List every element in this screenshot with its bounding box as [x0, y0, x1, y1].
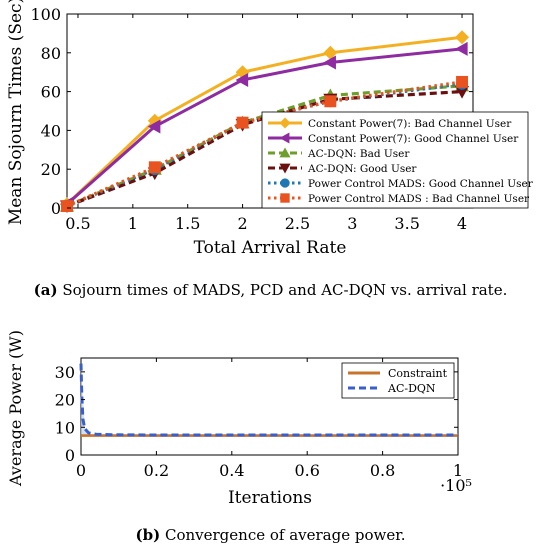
chart-a-legend-label: Power Control MADS: Good Channel User — [308, 178, 534, 190]
caption-a-label: (a) — [33, 281, 58, 299]
chart-a-series-1-point — [455, 30, 470, 45]
chart-a-legend-label: AC-DQN: Bad User — [307, 148, 410, 160]
chart-b-xtick-label: 0.2 — [144, 461, 169, 480]
chart-a-series-6-point — [236, 116, 249, 129]
chart-b-ylabel: Average Power (W) — [6, 330, 25, 487]
chart-a-series-6-point — [324, 95, 337, 108]
chart-b-x-multiplier: ·10⁵ — [440, 476, 472, 495]
chart-b-legend-label: AC-DQN — [387, 382, 436, 395]
chart-a-legend-marker — [279, 147, 291, 158]
chart-a-xtick-label: 2.5 — [285, 214, 310, 233]
chart-b-ytick-label: 0 — [65, 446, 75, 465]
chart-a-xlabel: Total Arrival Rate — [194, 238, 347, 258]
chart-b-xtick-label: 0.8 — [370, 461, 395, 480]
chart-a-series-6-point — [456, 75, 468, 88]
caption-a-letter: a — [40, 281, 51, 299]
chart-a-xtick-label: 1.5 — [175, 214, 200, 233]
chart-a-legend-marker — [279, 132, 290, 144]
chart-b-xtick-label: 1 — [453, 461, 463, 480]
chart-a-series-1-point — [323, 45, 338, 60]
chart-a-legend-label: Power Control MADS : Bad Channel User — [308, 193, 530, 205]
chart-a-legend-label: Constant Power(7): Bad Channel User — [308, 118, 512, 130]
chart-a-xtick-label: 2 — [237, 214, 247, 233]
chart-b-series-line-2 — [79, 363, 458, 437]
chart-a-series-2-point — [323, 55, 336, 70]
chart-a-legend-marker — [279, 163, 291, 174]
chart-a-series-2-point — [147, 119, 161, 134]
caption-b: (b) Convergence of average power. — [0, 526, 541, 544]
chart-a-ytick-label: 60 — [41, 83, 61, 102]
chart-b-lines — [79, 363, 458, 437]
chart-a-xtick-label: 1 — [128, 214, 138, 233]
chart-a-xtick-label: 3 — [347, 214, 357, 233]
chart-a-ylabel: Mean Sojourn Times (Sec) — [6, 0, 26, 225]
chart-a-series-6-point — [61, 200, 73, 213]
chart-a-legend-box — [261, 111, 529, 209]
chart-b-legend-label: Constraint — [388, 367, 448, 380]
chart-b-legend-box — [341, 362, 455, 399]
chart-a-legend-label: AC-DQN: Good User — [307, 163, 417, 175]
chart-b-acdqn-early-variance — [81, 363, 91, 435]
chart-a-xtick-label: 3.5 — [394, 214, 419, 233]
chart-a-legend-label: Constant Power(7): Good Channel User — [308, 133, 519, 145]
chart-a-ytick-label: 40 — [41, 121, 61, 140]
chart-a-ytick-label: 20 — [41, 160, 61, 179]
chart-a-xtick-label: 4 — [457, 214, 467, 233]
chart-a-legend-marker — [279, 117, 291, 129]
caption-a-text: Sojourn times of MADS, PCD and AC-DQN vs… — [62, 281, 508, 299]
chart-a-ytick-label: 0 — [51, 199, 61, 218]
chart-a-legend-marker — [280, 178, 290, 188]
chart-b-xtick-label: 0 — [76, 461, 86, 480]
caption-a: (a) Sojourn times of MADS, PCD and AC-DQ… — [0, 281, 541, 299]
chart-a-series-line-3 — [66, 84, 463, 208]
chart-a-legend-marker — [280, 193, 290, 203]
chart-a-legend: Constant Power(7): Bad Channel User Const… — [261, 111, 534, 209]
chart-a-lines — [60, 30, 470, 214]
chart-a-ytick-label: 100 — [30, 5, 61, 24]
chart-a-series-2-point — [455, 41, 468, 56]
chart-b-xtick-label: 0.6 — [294, 461, 319, 480]
chart-a-xtick-label: 0.5 — [65, 214, 90, 233]
chart-b-legend: Constraint AC-DQN — [341, 362, 455, 399]
chart-a-series-2-point — [235, 72, 249, 87]
chart-a-ytick-label: 80 — [41, 44, 61, 63]
chart-b-ytick-label: 30 — [55, 363, 75, 382]
chart-a-series-6-point — [148, 161, 161, 174]
caption-b-letter: b — [142, 526, 154, 544]
chart-b-xtick-label: 0.4 — [219, 461, 244, 480]
chart-b-ytick-label: 20 — [55, 391, 75, 410]
caption-b-label: (b) — [135, 526, 161, 544]
caption-b-text: Convergence of average power. — [164, 526, 406, 544]
chart-b-xlabel: Iterations — [228, 488, 312, 508]
chart-b-ytick-label: 10 — [55, 418, 75, 437]
chart-a-series-4-point — [455, 86, 470, 99]
